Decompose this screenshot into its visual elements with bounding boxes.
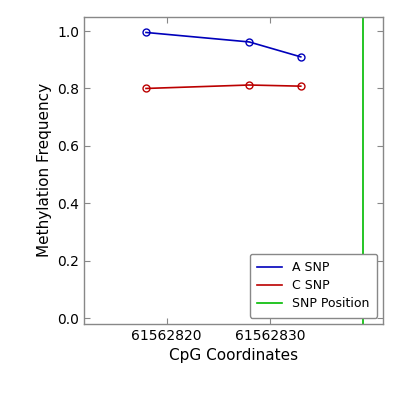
C SNP: [298, 84, 303, 88]
A SNP: [298, 54, 303, 59]
X-axis label: CpG Coordinates: CpG Coordinates: [169, 348, 298, 363]
A SNP: [144, 30, 148, 35]
C SNP: [144, 86, 148, 91]
Y-axis label: Methylation Frequency: Methylation Frequency: [37, 83, 52, 257]
Line: A SNP: A SNP: [142, 29, 304, 60]
A SNP: [247, 40, 252, 44]
Line: C SNP: C SNP: [142, 82, 304, 92]
Legend: A SNP, C SNP, SNP Position: A SNP, C SNP, SNP Position: [250, 254, 377, 318]
C SNP: [247, 83, 252, 88]
